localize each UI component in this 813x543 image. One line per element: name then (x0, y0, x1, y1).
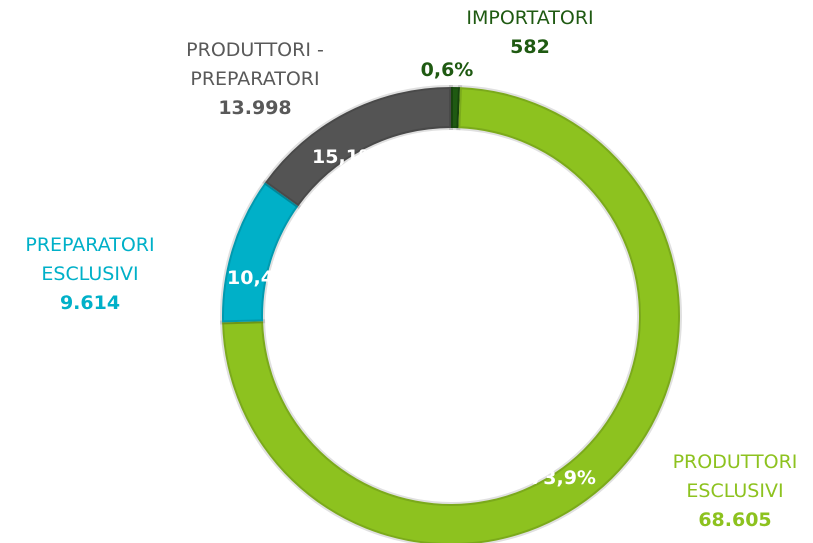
percentage-label: 10,4% (227, 267, 293, 289)
slice (262, 84, 453, 210)
slice (220, 179, 302, 325)
value-label: 582 (510, 36, 550, 58)
category-label: IMPORTATORI (466, 7, 594, 29)
slice (220, 85, 682, 543)
percentage-label: 73,9% (530, 467, 596, 489)
category-label: PREPARATORI ESCLUSIVI (25, 234, 155, 285)
category-label: PRODUTTORI - PREPARATORI (186, 39, 324, 90)
value-label: 13.998 (218, 97, 292, 119)
percentage-label: 15,1% (312, 146, 378, 168)
percentage-label: 0,6% (420, 59, 474, 81)
value-label: 68.605 (698, 509, 772, 531)
value-label: 9.614 (59, 292, 121, 314)
category-label: PRODUTTORI ESCLUSIVI (672, 451, 798, 502)
slice (449, 84, 463, 131)
